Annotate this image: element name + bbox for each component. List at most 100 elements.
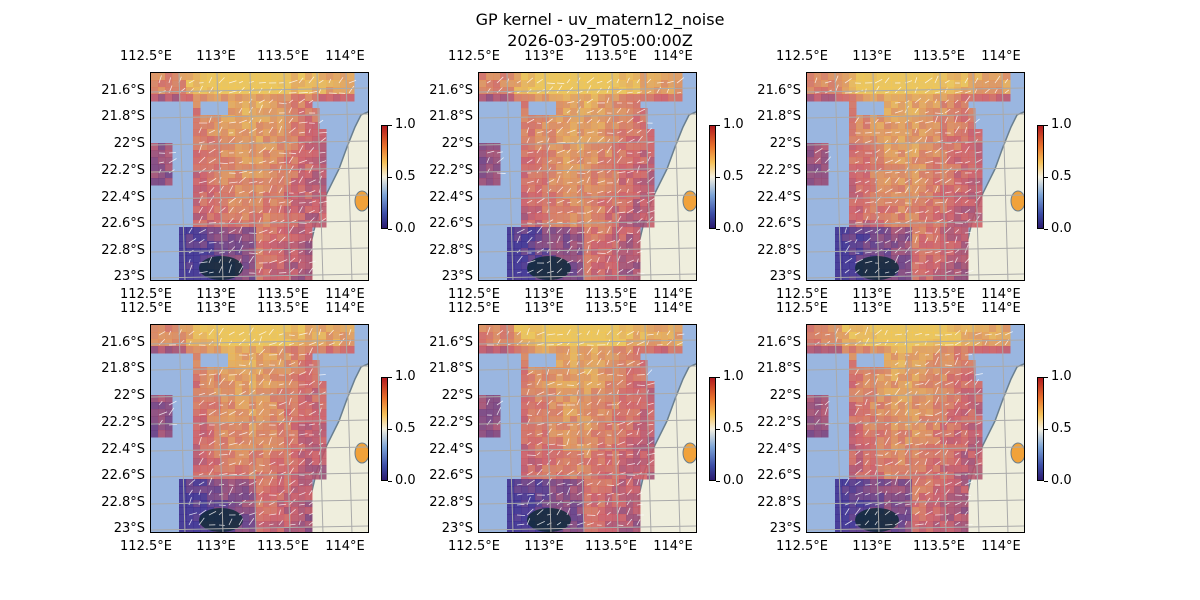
- figure-timestamp: 2026-03-29T05:00:00Z: [507, 31, 693, 50]
- colorbar-tick-mark: [1044, 125, 1048, 126]
- lat-tick-label: 22.6°S: [757, 216, 801, 231]
- lat-tick-label: 21.6°S: [101, 83, 145, 98]
- lat-tick-label: 21.8°S: [101, 109, 145, 124]
- lon-tick-label-bottom: 112.5°E: [776, 287, 828, 302]
- lat-tick-label: 22°S: [113, 388, 145, 403]
- colorbar-tick-label: 0.0: [723, 473, 744, 488]
- colorbar: [709, 377, 716, 481]
- lat-tick-label: 22.8°S: [429, 243, 473, 258]
- graticule: [807, 325, 1024, 532]
- lon-tick-label-top: 112.5°E: [448, 49, 500, 64]
- colorbar-tick-label: 0.0: [395, 473, 416, 488]
- colorbar-tick-mark: [1044, 229, 1048, 230]
- colorbar-tick-label: 0.5: [1051, 169, 1072, 184]
- lat-tick-label: 22.2°S: [101, 163, 145, 178]
- map-canvas: [807, 73, 1024, 280]
- lat-tick-label: 21.6°S: [101, 335, 145, 350]
- lon-tick-label-top: 113.5°E: [257, 49, 309, 64]
- lon-tick-label-bottom: 113°E: [196, 287, 236, 302]
- lat-tick-label: 22.6°S: [101, 468, 145, 483]
- wind-vectors: [158, 327, 352, 526]
- lat-tick-label: 22°S: [113, 136, 145, 151]
- lon-tick-label-top: 113.5°E: [913, 49, 965, 64]
- lat-tick-label: 21.6°S: [757, 83, 801, 98]
- lon-tick-label-top: 114°E: [981, 49, 1021, 64]
- graticule: [151, 325, 368, 532]
- lon-tick-label-bottom: 113.5°E: [257, 539, 309, 554]
- lat-tick-label: 22.8°S: [757, 495, 801, 510]
- lat-tick-label: 22.4°S: [101, 442, 145, 457]
- lat-tick-label: 21.8°S: [101, 361, 145, 376]
- lon-tick-label-top: 114°E: [653, 301, 693, 316]
- lon-tick-label-bottom: 112.5°E: [448, 539, 500, 554]
- lon-tick-label-bottom: 112.5°E: [776, 539, 828, 554]
- lon-tick-label-top: 113°E: [852, 301, 892, 316]
- lat-tick-label: 22.4°S: [757, 190, 801, 205]
- lat-tick-label: 22.4°S: [757, 442, 801, 457]
- map-canvas: [479, 73, 696, 280]
- graticule: [479, 73, 696, 280]
- colorbar-tick-mark: [1044, 377, 1048, 378]
- field-heatmap: [151, 325, 368, 532]
- colorbar-tick-mark: [1044, 177, 1048, 178]
- lat-tick-label: 22.2°S: [101, 415, 145, 430]
- colorbar-tick-label: 1.0: [1051, 117, 1072, 132]
- lat-tick-label: 23°S: [113, 521, 145, 536]
- lat-tick-label: 21.8°S: [429, 361, 473, 376]
- colorbar-tick-label: 0.0: [1051, 221, 1072, 236]
- map-canvas: [479, 325, 696, 532]
- lon-tick-label-top: 113°E: [524, 49, 564, 64]
- lat-tick-label: 22.4°S: [101, 190, 145, 205]
- lon-tick-label-bottom: 113°E: [852, 287, 892, 302]
- lat-tick-label: 23°S: [441, 269, 473, 284]
- lon-tick-label-bottom: 113°E: [196, 539, 236, 554]
- lat-tick-label: 22.6°S: [101, 216, 145, 231]
- lat-tick-label: 22.2°S: [757, 163, 801, 178]
- lon-tick-label-bottom: 113.5°E: [257, 287, 309, 302]
- colorbar-tick-mark: [716, 177, 720, 178]
- lon-tick-label-top: 114°E: [325, 49, 365, 64]
- map-canvas: [807, 325, 1024, 532]
- colorbar: [1037, 377, 1044, 481]
- lon-tick-label-top: 113.5°E: [585, 49, 637, 64]
- colorbar-tick-mark: [1044, 481, 1048, 482]
- lon-tick-label-top: 112.5°E: [120, 49, 172, 64]
- lon-tick-label-top: 113.5°E: [913, 301, 965, 316]
- lon-tick-label-bottom: 114°E: [981, 287, 1021, 302]
- wind-vectors: [486, 76, 685, 274]
- lon-tick-label-top: 112.5°E: [448, 301, 500, 316]
- colorbar-tick-label: 1.0: [395, 117, 416, 132]
- colorbar: [709, 125, 716, 229]
- lat-tick-label: 22°S: [441, 136, 473, 151]
- lon-tick-label-bottom: 113.5°E: [585, 539, 637, 554]
- lon-tick-label-top: 112.5°E: [776, 49, 828, 64]
- lon-tick-label-bottom: 114°E: [981, 539, 1021, 554]
- lat-tick-label: 21.6°S: [757, 335, 801, 350]
- lat-tick-label: 22.2°S: [429, 163, 473, 178]
- colorbar: [381, 125, 388, 229]
- lon-tick-label-bottom: 114°E: [653, 539, 693, 554]
- lat-tick-label: 22.8°S: [101, 243, 145, 258]
- lon-tick-label-top: 112.5°E: [120, 301, 172, 316]
- colorbar-tick-label: 0.5: [395, 421, 416, 436]
- lat-tick-label: 22.2°S: [429, 415, 473, 430]
- colorbar-tick-label: 0.5: [723, 421, 744, 436]
- colorbar-tick-mark: [388, 125, 392, 126]
- lat-tick-label: 21.8°S: [757, 361, 801, 376]
- colorbar-tick-label: 0.0: [395, 221, 416, 236]
- lat-tick-label: 22.6°S: [429, 216, 473, 231]
- lat-tick-label: 23°S: [769, 269, 801, 284]
- lon-tick-label-bottom: 112.5°E: [120, 287, 172, 302]
- lat-tick-label: 22°S: [441, 388, 473, 403]
- map-plot-area: [150, 72, 369, 281]
- colorbar-tick-mark: [388, 429, 392, 430]
- lat-tick-label: 23°S: [441, 521, 473, 536]
- lon-tick-label-bottom: 113°E: [852, 539, 892, 554]
- colorbar-tick-mark: [716, 377, 720, 378]
- colorbar-tick-mark: [388, 229, 392, 230]
- colorbar-tick-mark: [388, 177, 392, 178]
- graticule: [151, 73, 368, 280]
- lon-tick-label-top: 113°E: [852, 49, 892, 64]
- lon-tick-label-bottom: 113°E: [524, 539, 564, 554]
- lat-tick-label: 23°S: [769, 521, 801, 536]
